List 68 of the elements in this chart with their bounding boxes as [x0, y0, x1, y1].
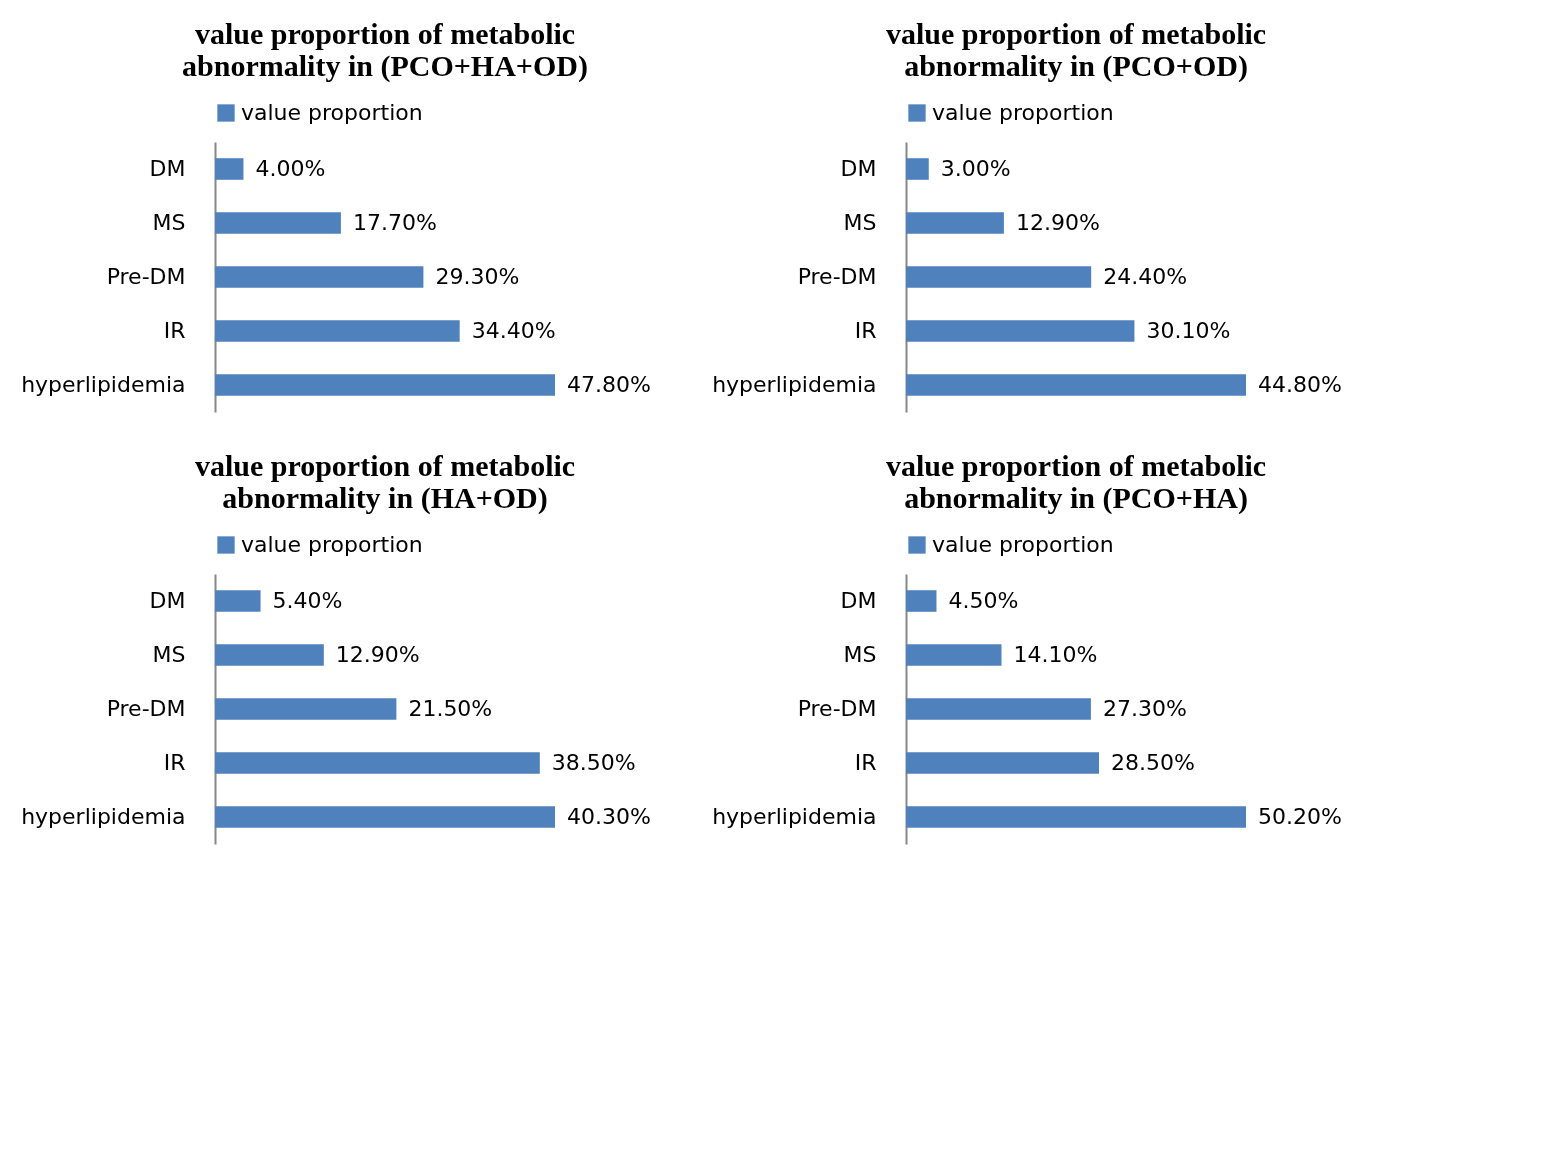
data-label: 5.40% — [272, 588, 343, 613]
y-tick-label: hyperlipidemia — [21, 372, 186, 397]
bar — [906, 752, 1100, 774]
y-tick-label: IR — [163, 318, 186, 343]
bar — [906, 266, 1092, 288]
y-tick-label: DM — [149, 588, 186, 613]
legend-label: value proportion — [241, 532, 423, 557]
bar — [215, 158, 244, 180]
data-label: 12.90% — [1015, 210, 1100, 235]
bar — [215, 752, 540, 774]
y-tick-label: DM — [149, 156, 186, 181]
legend-label: value proportion — [241, 100, 423, 125]
data-label: 12.90% — [335, 642, 420, 667]
y-tick-label: IR — [854, 318, 877, 343]
data-label: 30.10% — [1146, 318, 1231, 343]
data-label: 27.30% — [1102, 696, 1187, 721]
data-label: 50.20% — [1258, 804, 1342, 829]
chart-title: value proportion of metabolic abnormality in (PCO+HA+OD) — [182, 17, 588, 83]
data-label: 4.00% — [255, 156, 326, 181]
bar — [906, 590, 937, 612]
bar — [215, 806, 555, 828]
data-label: 34.40% — [471, 318, 556, 343]
y-tick-label: Pre-DM — [106, 696, 186, 721]
bar — [215, 644, 324, 666]
y-tick-label: MS — [152, 210, 186, 235]
y-tick-label: IR — [163, 750, 186, 775]
y-tick-label: DM — [840, 588, 877, 613]
data-label: 38.50% — [551, 750, 636, 775]
data-label: 21.50% — [408, 696, 493, 721]
y-tick-label: Pre-DM — [797, 264, 877, 289]
data-label: 4.50% — [948, 588, 1019, 613]
data-label: 28.50% — [1111, 750, 1195, 775]
data-label: 24.40% — [1103, 264, 1188, 289]
bar — [215, 266, 424, 288]
y-tick-label: Pre-DM — [106, 264, 186, 289]
bar — [906, 644, 1002, 666]
bar — [215, 590, 261, 612]
data-label: 3.00% — [940, 156, 1011, 181]
data-label: 29.30% — [435, 264, 520, 289]
y-tick-label: hyperlipidemia — [712, 804, 877, 829]
bar — [906, 374, 1246, 396]
y-tick-label: hyperlipidemia — [712, 372, 877, 397]
y-tick-label: IR — [854, 750, 877, 775]
y-tick-label: MS — [152, 642, 186, 667]
chart-title: value proportion of metabolic abnormality in (HA+OD) — [194, 449, 576, 515]
legend-label: value proportion — [932, 100, 1114, 125]
data-label: 44.80% — [1258, 372, 1342, 397]
legend-label: value proportion — [932, 532, 1114, 557]
data-label: 17.70% — [352, 210, 437, 235]
bar — [906, 212, 1004, 234]
y-tick-label: DM — [840, 156, 877, 181]
data-label: 14.10% — [1013, 642, 1098, 667]
bar — [906, 698, 1091, 720]
bar — [906, 320, 1135, 342]
bar — [215, 698, 397, 720]
data-label: 40.30% — [567, 804, 651, 829]
y-tick-label: MS — [843, 210, 877, 235]
bar — [215, 374, 555, 396]
bar — [906, 806, 1246, 828]
y-tick-label: hyperlipidemia — [21, 804, 186, 829]
y-tick-label: MS — [843, 642, 877, 667]
bar — [215, 320, 460, 342]
bar — [906, 158, 929, 180]
chart-title: value proportion of metabolic abnormality in (PCO+HA) — [885, 449, 1267, 515]
data-label: 47.80% — [567, 372, 651, 397]
chart-title: value proportion of metabolic abnormality in (PCO+OD) — [885, 17, 1267, 83]
bar — [215, 212, 341, 234]
y-tick-label: Pre-DM — [797, 696, 877, 721]
